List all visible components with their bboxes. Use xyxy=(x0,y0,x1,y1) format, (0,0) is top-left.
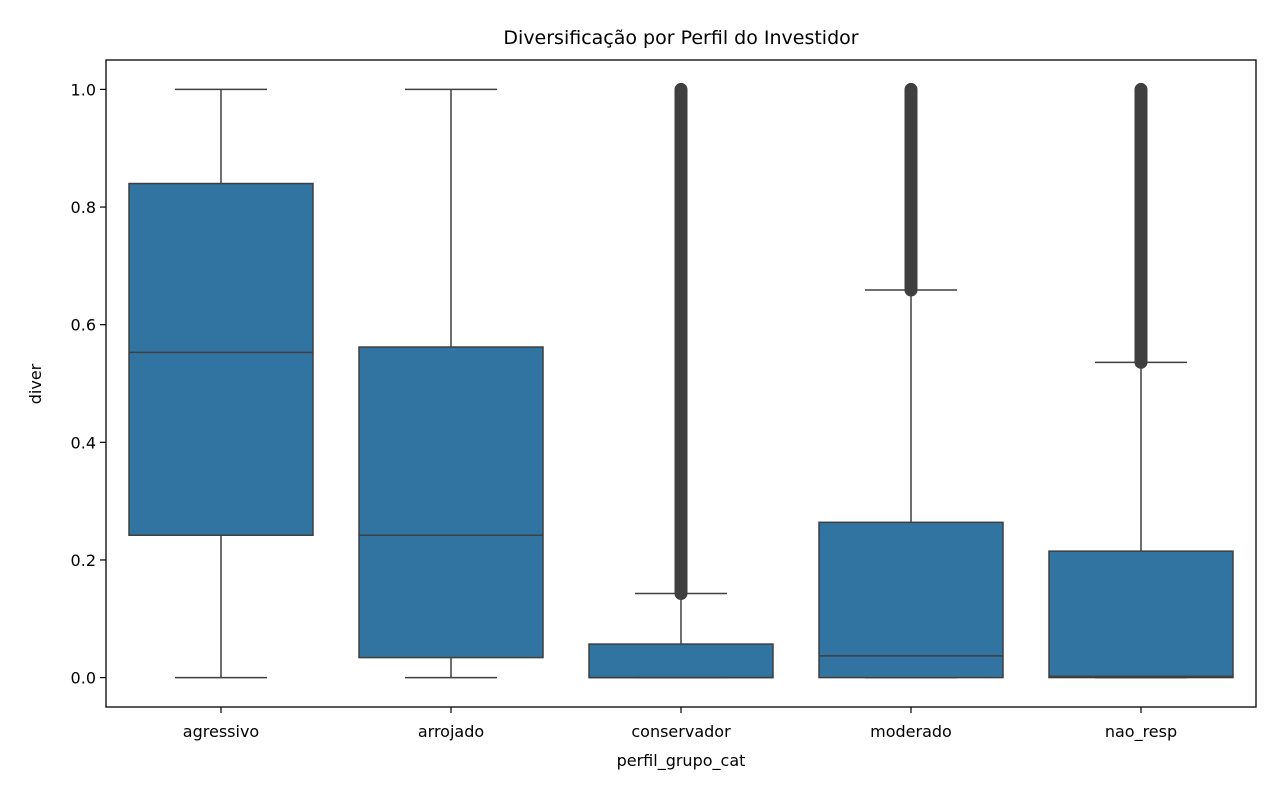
box-iqr xyxy=(358,346,544,659)
box-group-moderado xyxy=(818,82,1004,679)
box-iqr xyxy=(1048,550,1234,679)
x-tick-label: conservador xyxy=(631,722,731,741)
box-group-nao_resp xyxy=(1048,82,1234,679)
box-group-agressivo xyxy=(128,88,314,679)
x-tick-label: nao_resp xyxy=(1105,722,1177,742)
box-iqr xyxy=(128,182,314,537)
y-tick-label: 0.2 xyxy=(71,551,96,570)
box-group-conservador xyxy=(588,82,774,679)
y-tick-label: 0.8 xyxy=(71,198,96,217)
y-tick-label: 0.4 xyxy=(71,433,96,452)
x-tick-label: moderado xyxy=(870,722,952,741)
axes-frame xyxy=(105,59,1257,708)
box-group-arrojado xyxy=(358,88,544,679)
box-iqr xyxy=(588,643,774,679)
y-tick-label: 1.0 xyxy=(71,80,96,99)
x-tick-label: arrojado xyxy=(418,722,484,741)
y-axis-label: diver xyxy=(26,363,45,404)
box-iqr xyxy=(818,521,1004,679)
y-tick-label: 0.0 xyxy=(71,669,96,688)
x-tick-label: agressivo xyxy=(183,722,259,741)
x-axis-label: perfil_grupo_cat xyxy=(617,751,746,771)
chart-title: Diversificação por Perfil do Investidor xyxy=(503,27,858,49)
plot-area: agressivo arrojado conservador moderado nao_… xyxy=(71,59,1257,742)
y-tick-label: 0.6 xyxy=(71,316,96,335)
